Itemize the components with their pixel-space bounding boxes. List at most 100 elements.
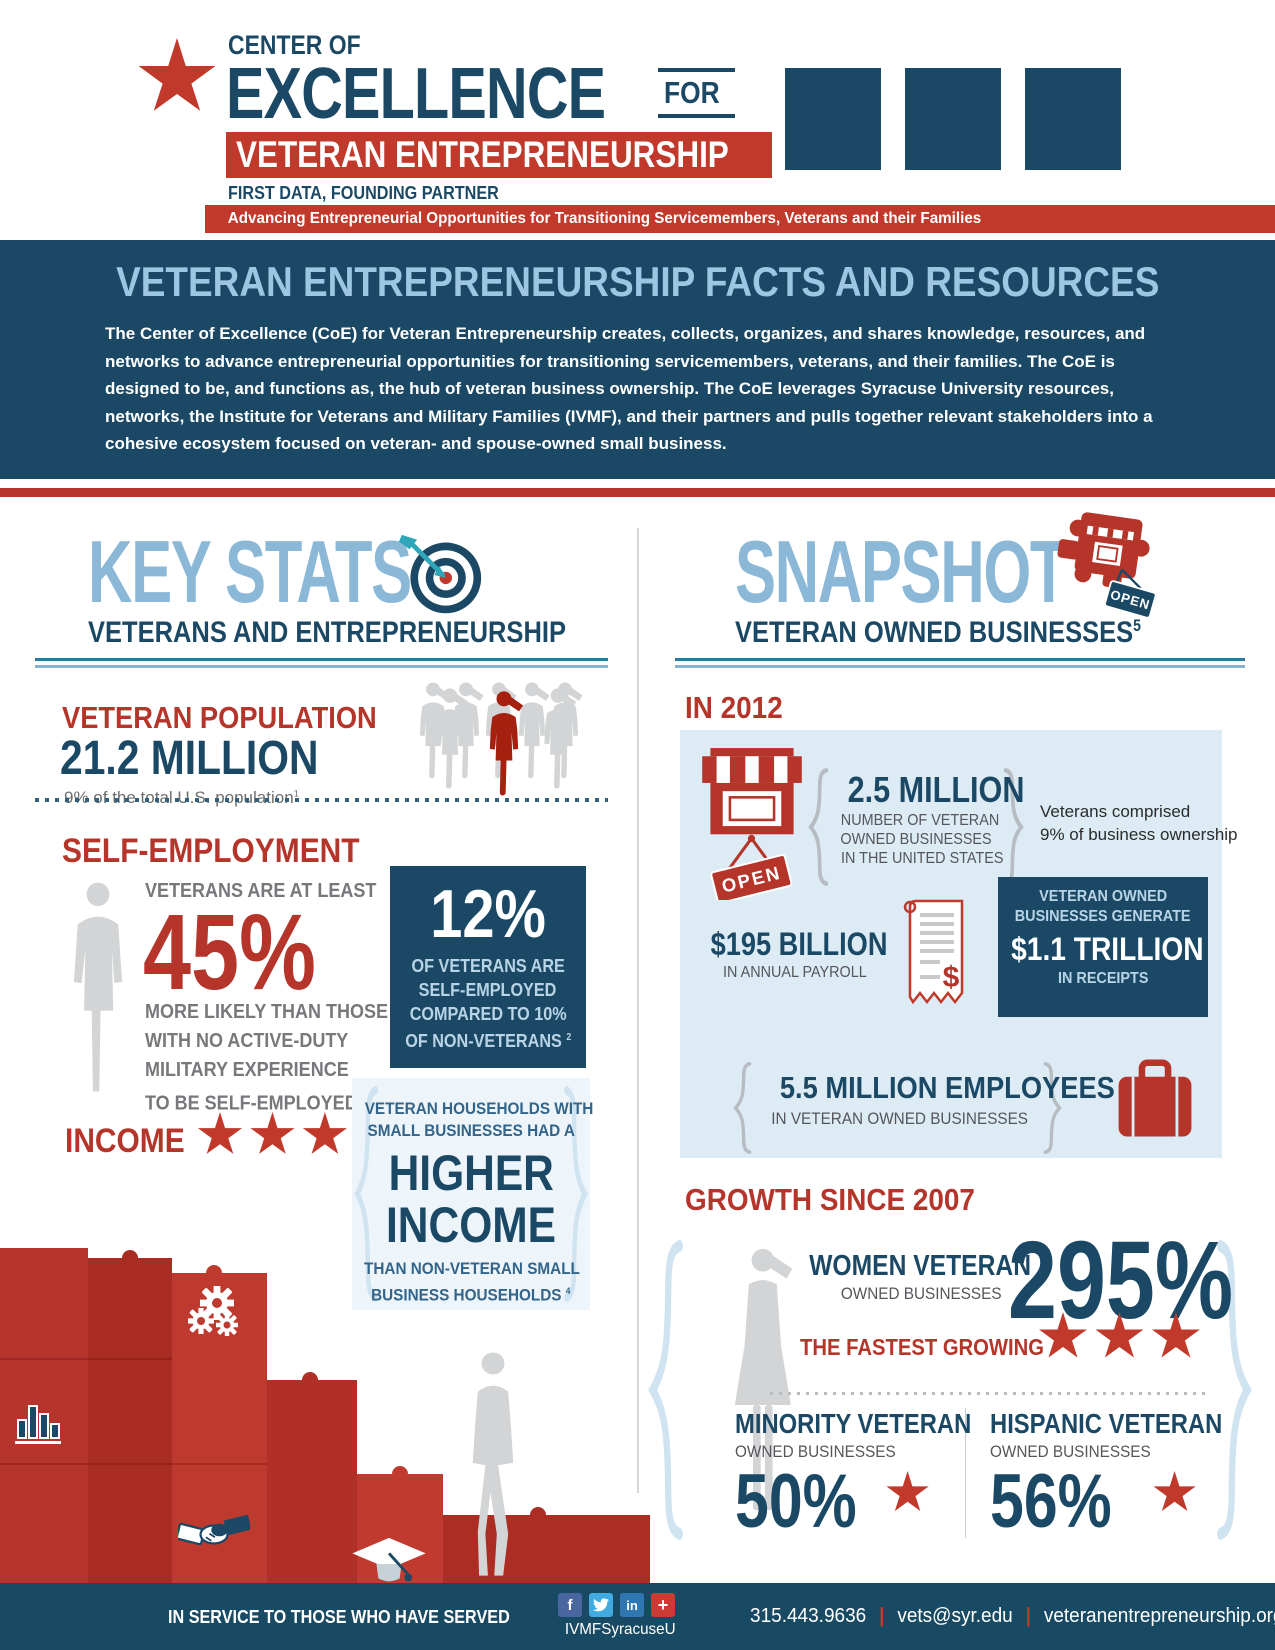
- fastest-growing-label: THE FASTEST GROWING: [800, 1334, 1045, 1360]
- income-stars: [197, 1112, 348, 1163]
- employees-stat: 5.5 MILLION EMPLOYEES IN VETERAN OWNED B…: [757, 1070, 1115, 1129]
- logo-partner-line: FIRST DATA, FOUNDING PARTNER: [228, 183, 499, 203]
- logo-excellence: EXCELLENCE: [226, 54, 606, 134]
- self-employment-lead: VETERANS ARE AT LEAST: [145, 880, 377, 902]
- stat-box-value: 12%: [430, 876, 546, 952]
- left-brace: [733, 1062, 752, 1154]
- receipts-label: IN RECEIPTS: [1057, 970, 1149, 987]
- employees-label: IN VETERAN OWNED BUSINESSES: [771, 1109, 1029, 1128]
- dotted-divider-left: [35, 798, 608, 802]
- businesses-stat: 2.5 MILLION NUMBER OF VETERAN OWNED BUSI…: [832, 769, 1025, 868]
- walking-man-silhouette-icon: [472, 1352, 514, 1576]
- star-icon: [1151, 1312, 1200, 1358]
- veteran-population-soldiers-icon: [419, 682, 583, 796]
- graduation-cap-icon: [352, 1537, 426, 1582]
- businesses-value: 2.5 MILLION: [847, 769, 1025, 810]
- briefcase-icon: [1118, 1059, 1192, 1137]
- footer-email[interactable]: vets@syr.edu: [897, 1605, 1013, 1627]
- in-2012-heading: IN 2012: [685, 690, 783, 725]
- key-stats-subtitle: VETERANS AND ENTREPRENEURSHIP: [88, 616, 566, 649]
- contact-separator: |: [879, 1605, 885, 1627]
- payroll-stat: $195 BILLION IN ANNUAL PAYROLL: [695, 928, 895, 982]
- receipts-stat-box: VETERAN OWNED BUSINESSES GENERATE $1.1 T…: [998, 877, 1208, 1017]
- puzzle-staircase-illustration: [0, 1248, 650, 1583]
- women-veteran-label: WOMEN VETERAN OWNED BUSINESSES: [809, 1250, 1031, 1304]
- snapshot-storefront-puzzle-icon: OPEN: [1057, 512, 1157, 619]
- payroll-label: IN ANNUAL PAYROLL: [723, 964, 867, 981]
- payroll-value: $195 BILLION: [710, 926, 888, 962]
- facebook-icon[interactable]: f: [558, 1593, 582, 1617]
- logo-square-1: [785, 68, 881, 170]
- logo-red-banner: VETERAN ENTREPRENEURSHIP: [226, 132, 772, 178]
- snapshot-title: SNAPSHOT: [735, 522, 1067, 621]
- income-line2: THAN NON-VETERAN SMALL BUSINESS HOUSEHOL…: [363, 1259, 580, 1305]
- footer: IN SERVICE TO THOSE WHO HAVE SERVED f in…: [0, 1583, 1275, 1650]
- dollar-sign: $: [943, 961, 960, 994]
- gears-icon: [188, 1286, 238, 1336]
- star-icon: [302, 1112, 347, 1154]
- receipts-intro: VETERAN OWNED BUSINESSES GENERATE: [1015, 888, 1191, 925]
- population-note: 9% of the total U.S. population1: [64, 788, 299, 807]
- star-icon: [250, 1112, 295, 1154]
- employees-value: 5.5 MILLION EMPLOYEES: [779, 1070, 1115, 1105]
- population-value: 21.2 MILLION: [60, 732, 319, 785]
- left-brace: [808, 768, 830, 886]
- logo-star-icon: [138, 38, 216, 111]
- footer-website[interactable]: veteranentrepreneurship.org: [1043, 1605, 1275, 1627]
- logo-square-3: [1025, 68, 1121, 170]
- businesses-label: NUMBER OF VETERAN OWNED BUSINESSES IN TH…: [840, 812, 1004, 867]
- snapshot-rule: [675, 658, 1245, 668]
- target-icon: [398, 534, 482, 614]
- logo-center-of: CENTER OF: [228, 30, 361, 60]
- dotted-divider-growth: [770, 1392, 1205, 1395]
- fastest-growing-stars: [1038, 1312, 1201, 1367]
- logo-for: FOR: [658, 68, 736, 118]
- income-heading: INCOME: [65, 1122, 185, 1160]
- star-icon: [1039, 1312, 1087, 1358]
- tagline-banner: Advancing Entrepreneurial Opportunities …: [205, 205, 1275, 233]
- receipt-icon: $: [903, 899, 964, 1005]
- self-employment-value: 45%: [143, 891, 316, 1012]
- bar-chart-icon: [15, 1405, 61, 1444]
- self-employed-stat-box: 12% OF VETERANS ARE SELF-EMPLOYED COMPAR…: [390, 866, 586, 1068]
- footer-social-icons: f in +: [558, 1593, 675, 1617]
- growth-column-divider: [965, 1408, 966, 1538]
- minority-veteran-stat: MINORITY VETERAN OWNED BUSINESSES 50%: [735, 1408, 972, 1544]
- contact-separator: |: [1025, 1605, 1031, 1627]
- footer-contact: 315.443.9636 | vets@syr.edu | veteranent…: [750, 1605, 1275, 1628]
- star-icon: [886, 1471, 929, 1512]
- linkedin-icon[interactable]: in: [620, 1593, 644, 1617]
- star-icon: [1153, 1471, 1196, 1512]
- businessman-silhouette-icon: [73, 882, 123, 1092]
- storefront-open-icon: OPEN: [702, 748, 802, 900]
- star-icon: [197, 1112, 243, 1154]
- ownership-note: Veterans comprised 9% of business owners…: [1040, 802, 1238, 844]
- key-stats-title: KEY STATS: [88, 522, 412, 621]
- hispanic-veteran-stat: HISPANIC VETERAN OWNED BUSINESSES 56%: [990, 1408, 1223, 1544]
- population-label: VETERAN POPULATION: [62, 700, 377, 735]
- higher-income-box: VETERAN HOUSEHOLDS WITH SMALL BUSINESSES…: [352, 1078, 594, 1310]
- receipts-value: $1.1 TRILLION: [1011, 931, 1204, 967]
- intro-section: VETERAN ENTREPRENEURSHIP FACTS AND RESOU…: [0, 240, 1275, 479]
- self-employment-detail: MORE LIKELY THAN THOSE WITH NO ACTIVE-DU…: [145, 1001, 389, 1115]
- intro-title: VETERAN ENTREPRENEURSHIP FACTS AND RESOU…: [115, 258, 1160, 305]
- self-employment-heading: SELF-EMPLOYMENT: [62, 832, 360, 870]
- logo-square-2: [905, 68, 1001, 170]
- handshake-icon: [178, 1514, 250, 1546]
- intro-body: The Center of Excellence (CoE) for Veter…: [105, 324, 1153, 453]
- star-icon: [1095, 1312, 1144, 1358]
- income-line1: VETERAN HOUSEHOLDS WITH SMALL BUSINESSES…: [364, 1099, 594, 1140]
- growth-left-brace: [648, 1240, 686, 1540]
- stat-box-text: OF VETERANS ARE SELF-EMPLOYED COMPARED T…: [404, 956, 572, 1051]
- footer-motto: IN SERVICE TO THOSE WHO HAVE SERVED: [168, 1607, 510, 1627]
- divider-red-stripe: [0, 488, 1275, 497]
- snapshot-subtitle: VETERAN OWNED BUSINESSES5: [735, 616, 1141, 649]
- googleplus-icon[interactable]: +: [651, 1593, 675, 1617]
- column-divider: [637, 528, 639, 1493]
- growth-heading: GROWTH SINCE 2007: [685, 1182, 975, 1217]
- footer-phone[interactable]: 315.443.9636: [750, 1605, 867, 1627]
- twitter-icon[interactable]: [589, 1593, 613, 1617]
- footer-social-handle[interactable]: IVMFSyracuseU: [564, 1621, 676, 1638]
- key-stats-rule: [35, 658, 608, 668]
